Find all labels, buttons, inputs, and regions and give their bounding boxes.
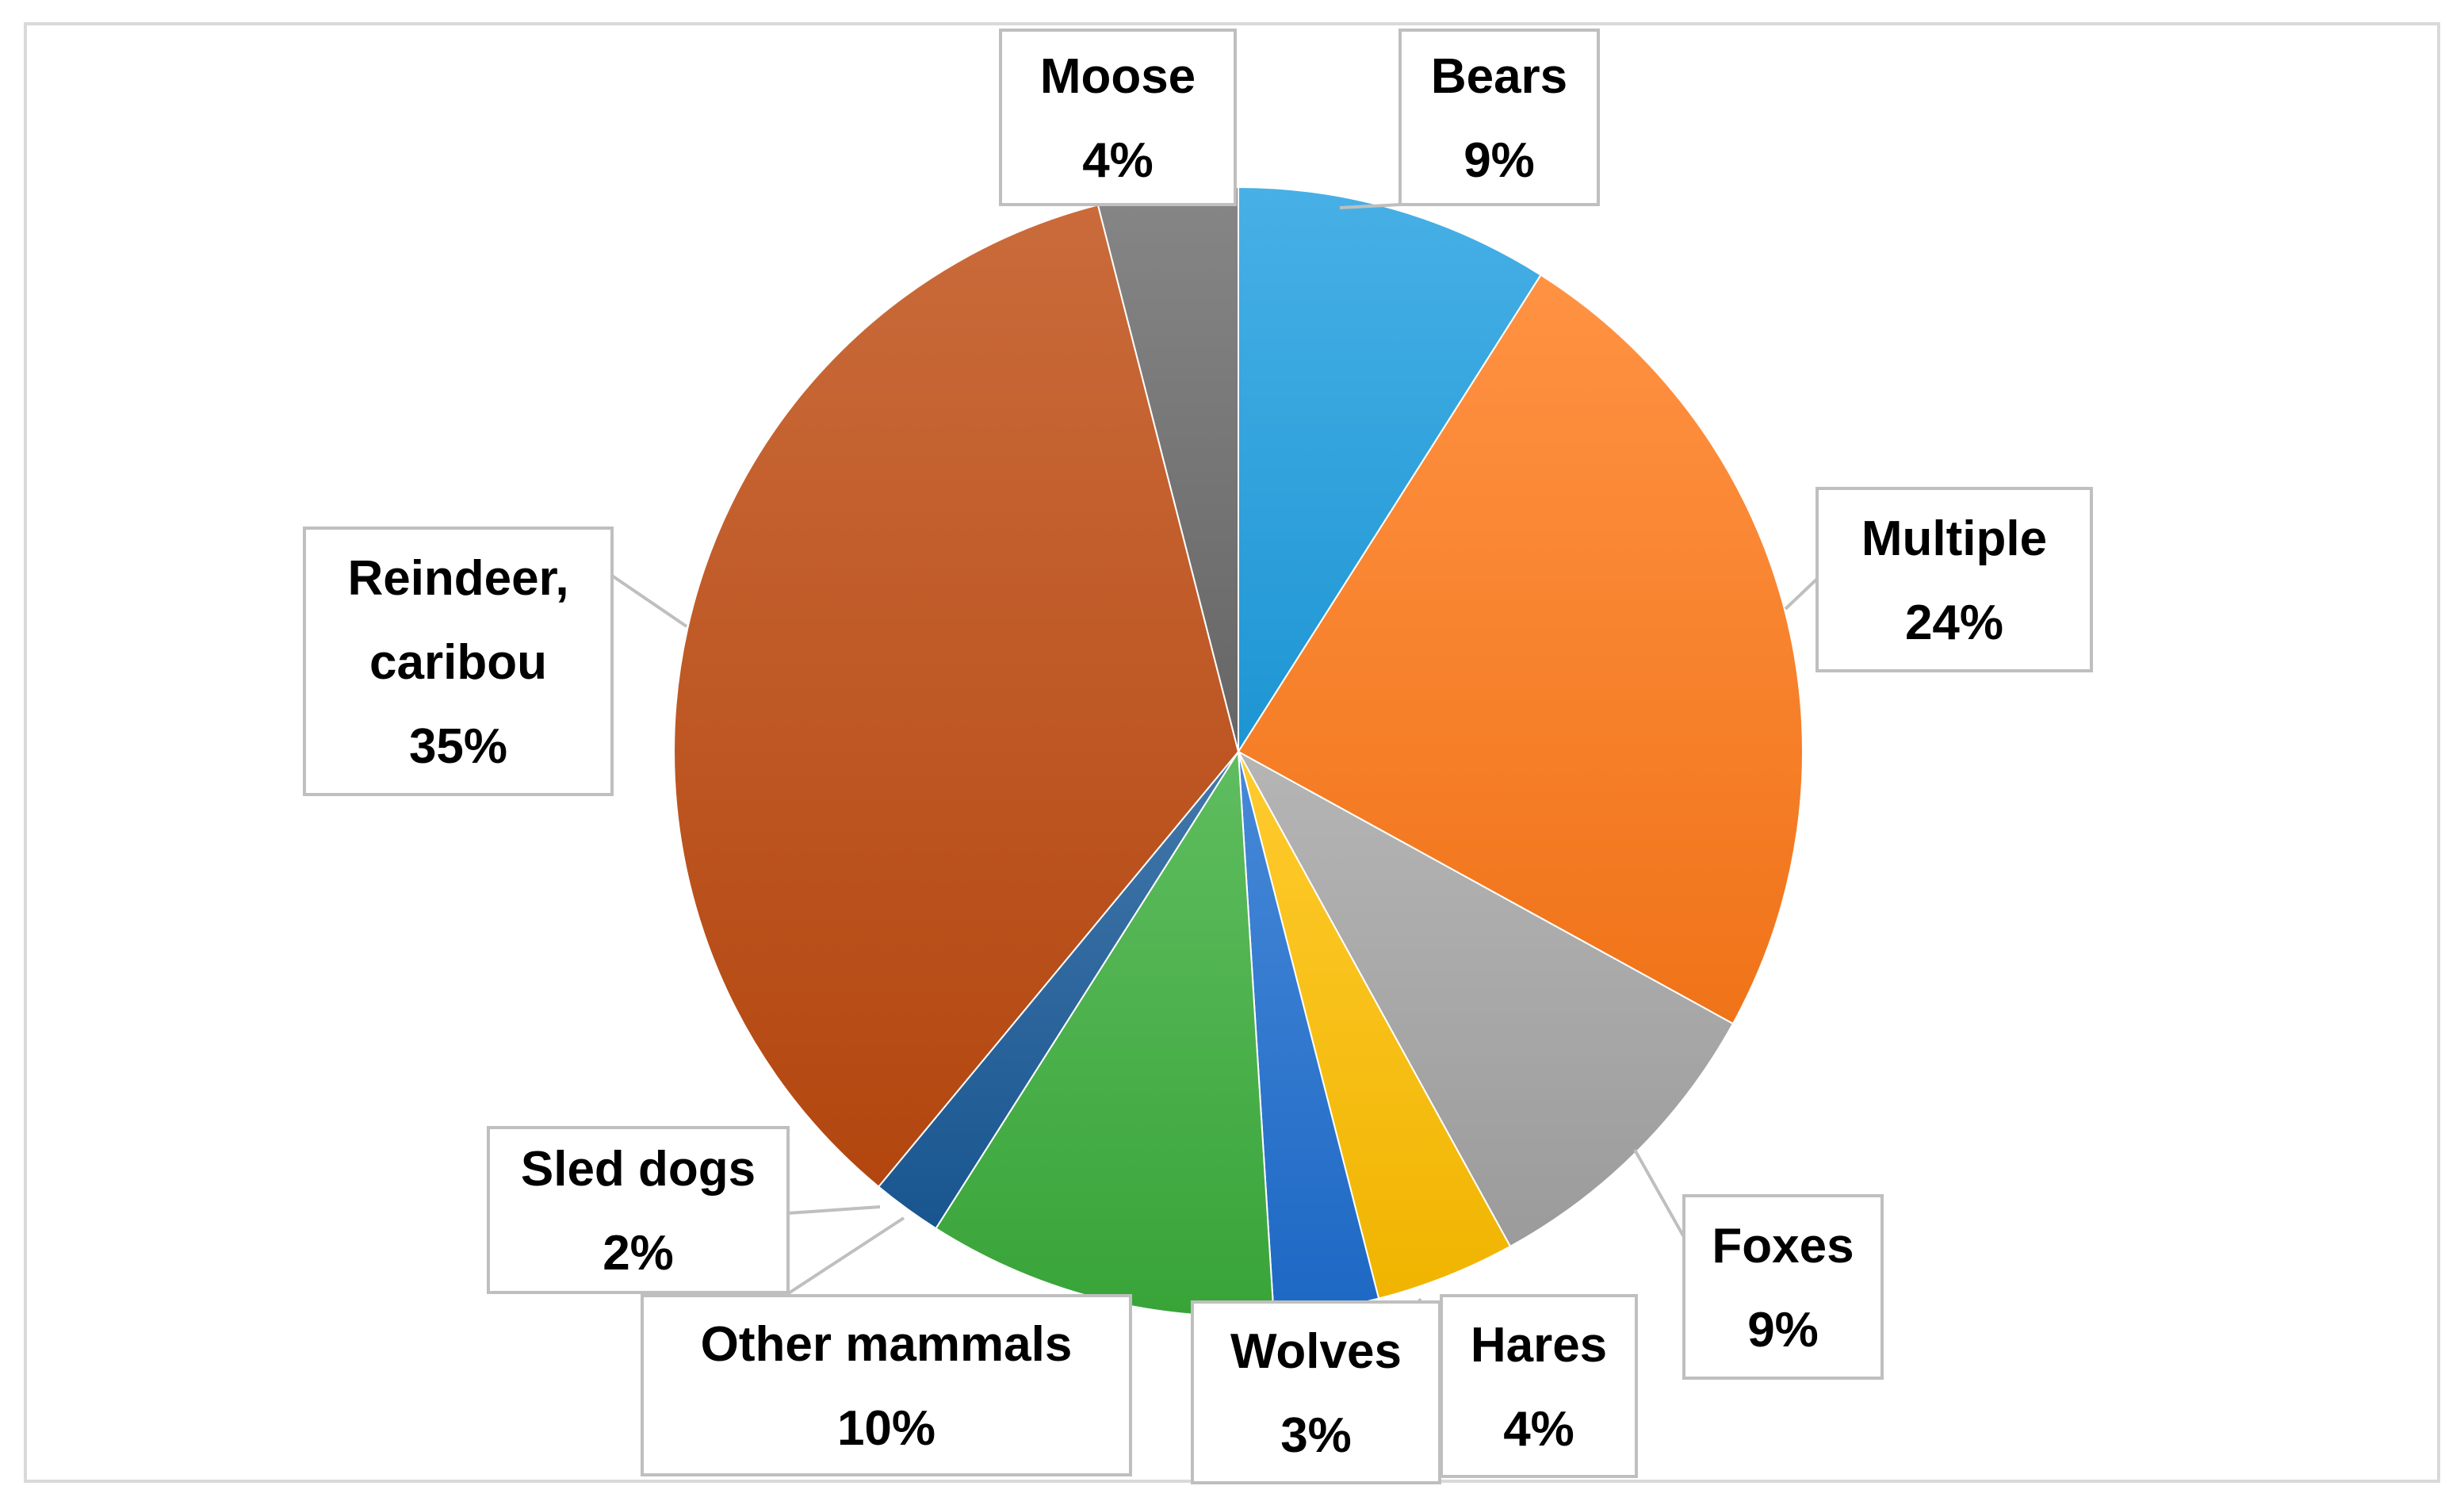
label-box-foxes: [1682, 1194, 1884, 1380]
slice-name-multiple: Multiple: [1861, 511, 2047, 566]
slice-percent-bears: 9%: [1463, 133, 1535, 188]
slice-percent-wolves: 3%: [1280, 1408, 1352, 1463]
labels-layer: Bears 9% Multiple 24% Foxes 9% Hares 4% Wolves 3%…: [303, 29, 2093, 1484]
leader-line-sled-dogs: [787, 1205, 881, 1215]
slice-percent-other-mammals: 10%: [837, 1401, 935, 1456]
slice-name-hares: Hares: [1471, 1318, 1607, 1373]
slice-name-other-mammals: Other mammals: [701, 1317, 1073, 1372]
data-label-sled-dogs: Sled dogs 2%: [487, 1126, 790, 1294]
label-box-multiple: [1815, 487, 2093, 672]
slice-name-foxes: Foxes: [1712, 1219, 1854, 1273]
slice-name-wolves: Wolves: [1230, 1324, 1402, 1379]
data-label-wolves: Wolves 3%: [1191, 1300, 1441, 1484]
label-box-wolves: [1191, 1300, 1441, 1484]
slice-percent-sled-dogs: 2%: [603, 1226, 674, 1281]
leader-line-multiple: [1784, 577, 1819, 611]
label-box-other-mammals: [641, 1294, 1132, 1476]
data-label-moose: Moose 4%: [999, 29, 1237, 206]
label-box-bears: [1398, 29, 1600, 206]
slice-percent-moose: 4%: [1082, 133, 1154, 188]
label-box-reindeer-caribou: [303, 527, 614, 796]
slice-name-moose: Moose: [1040, 49, 1196, 104]
leader-line-reindeer-caribou: [610, 574, 688, 628]
data-label-other-mammals: Other mammals 10%: [641, 1294, 1132, 1476]
data-label-foxes: Foxes 9%: [1682, 1194, 1884, 1380]
slice-percent-multiple: 24%: [1905, 595, 2003, 650]
pie-slice-hares: [1238, 751, 1512, 1300]
slice-name-sled-dogs: Sled dogs: [521, 1142, 756, 1197]
slice-percent-reindeer-caribou: 35%: [409, 719, 507, 774]
slice-percent-hares: 4%: [1503, 1402, 1574, 1457]
leader-line-foxes: [1633, 1149, 1685, 1238]
pie-slice-foxes: [1236, 749, 1735, 1248]
pie-slice-reindeer-caribou: [673, 204, 1240, 1189]
leader-line-other-mammals: [783, 1216, 905, 1297]
slices-layer: [673, 186, 1804, 1318]
data-label-bears: Bears 9%: [1398, 29, 1600, 206]
slice-name-bears: Bears: [1431, 49, 1567, 104]
leaders-layer: [610, 203, 1819, 1338]
slice-name-reindeer-caribou: Reindeer,: [347, 551, 568, 606]
pie-slice-multiple: [1237, 274, 1804, 1025]
pie-slice-bears: [1238, 186, 1542, 755]
label-box-sled-dogs: [487, 1126, 790, 1294]
label-box-moose: [999, 29, 1237, 206]
data-label-reindeer-caribou: Reindeer, caribou 35%: [303, 527, 614, 796]
label-box-hares: [1440, 1294, 1638, 1478]
slice-name-reindeer-caribou: caribou: [369, 635, 547, 690]
data-label-multiple: Multiple 24%: [1815, 487, 2093, 672]
slice-percent-foxes: 9%: [1747, 1303, 1819, 1358]
data-label-hares: Hares 4%: [1440, 1294, 1638, 1478]
leader-line-bears: [1339, 203, 1401, 209]
